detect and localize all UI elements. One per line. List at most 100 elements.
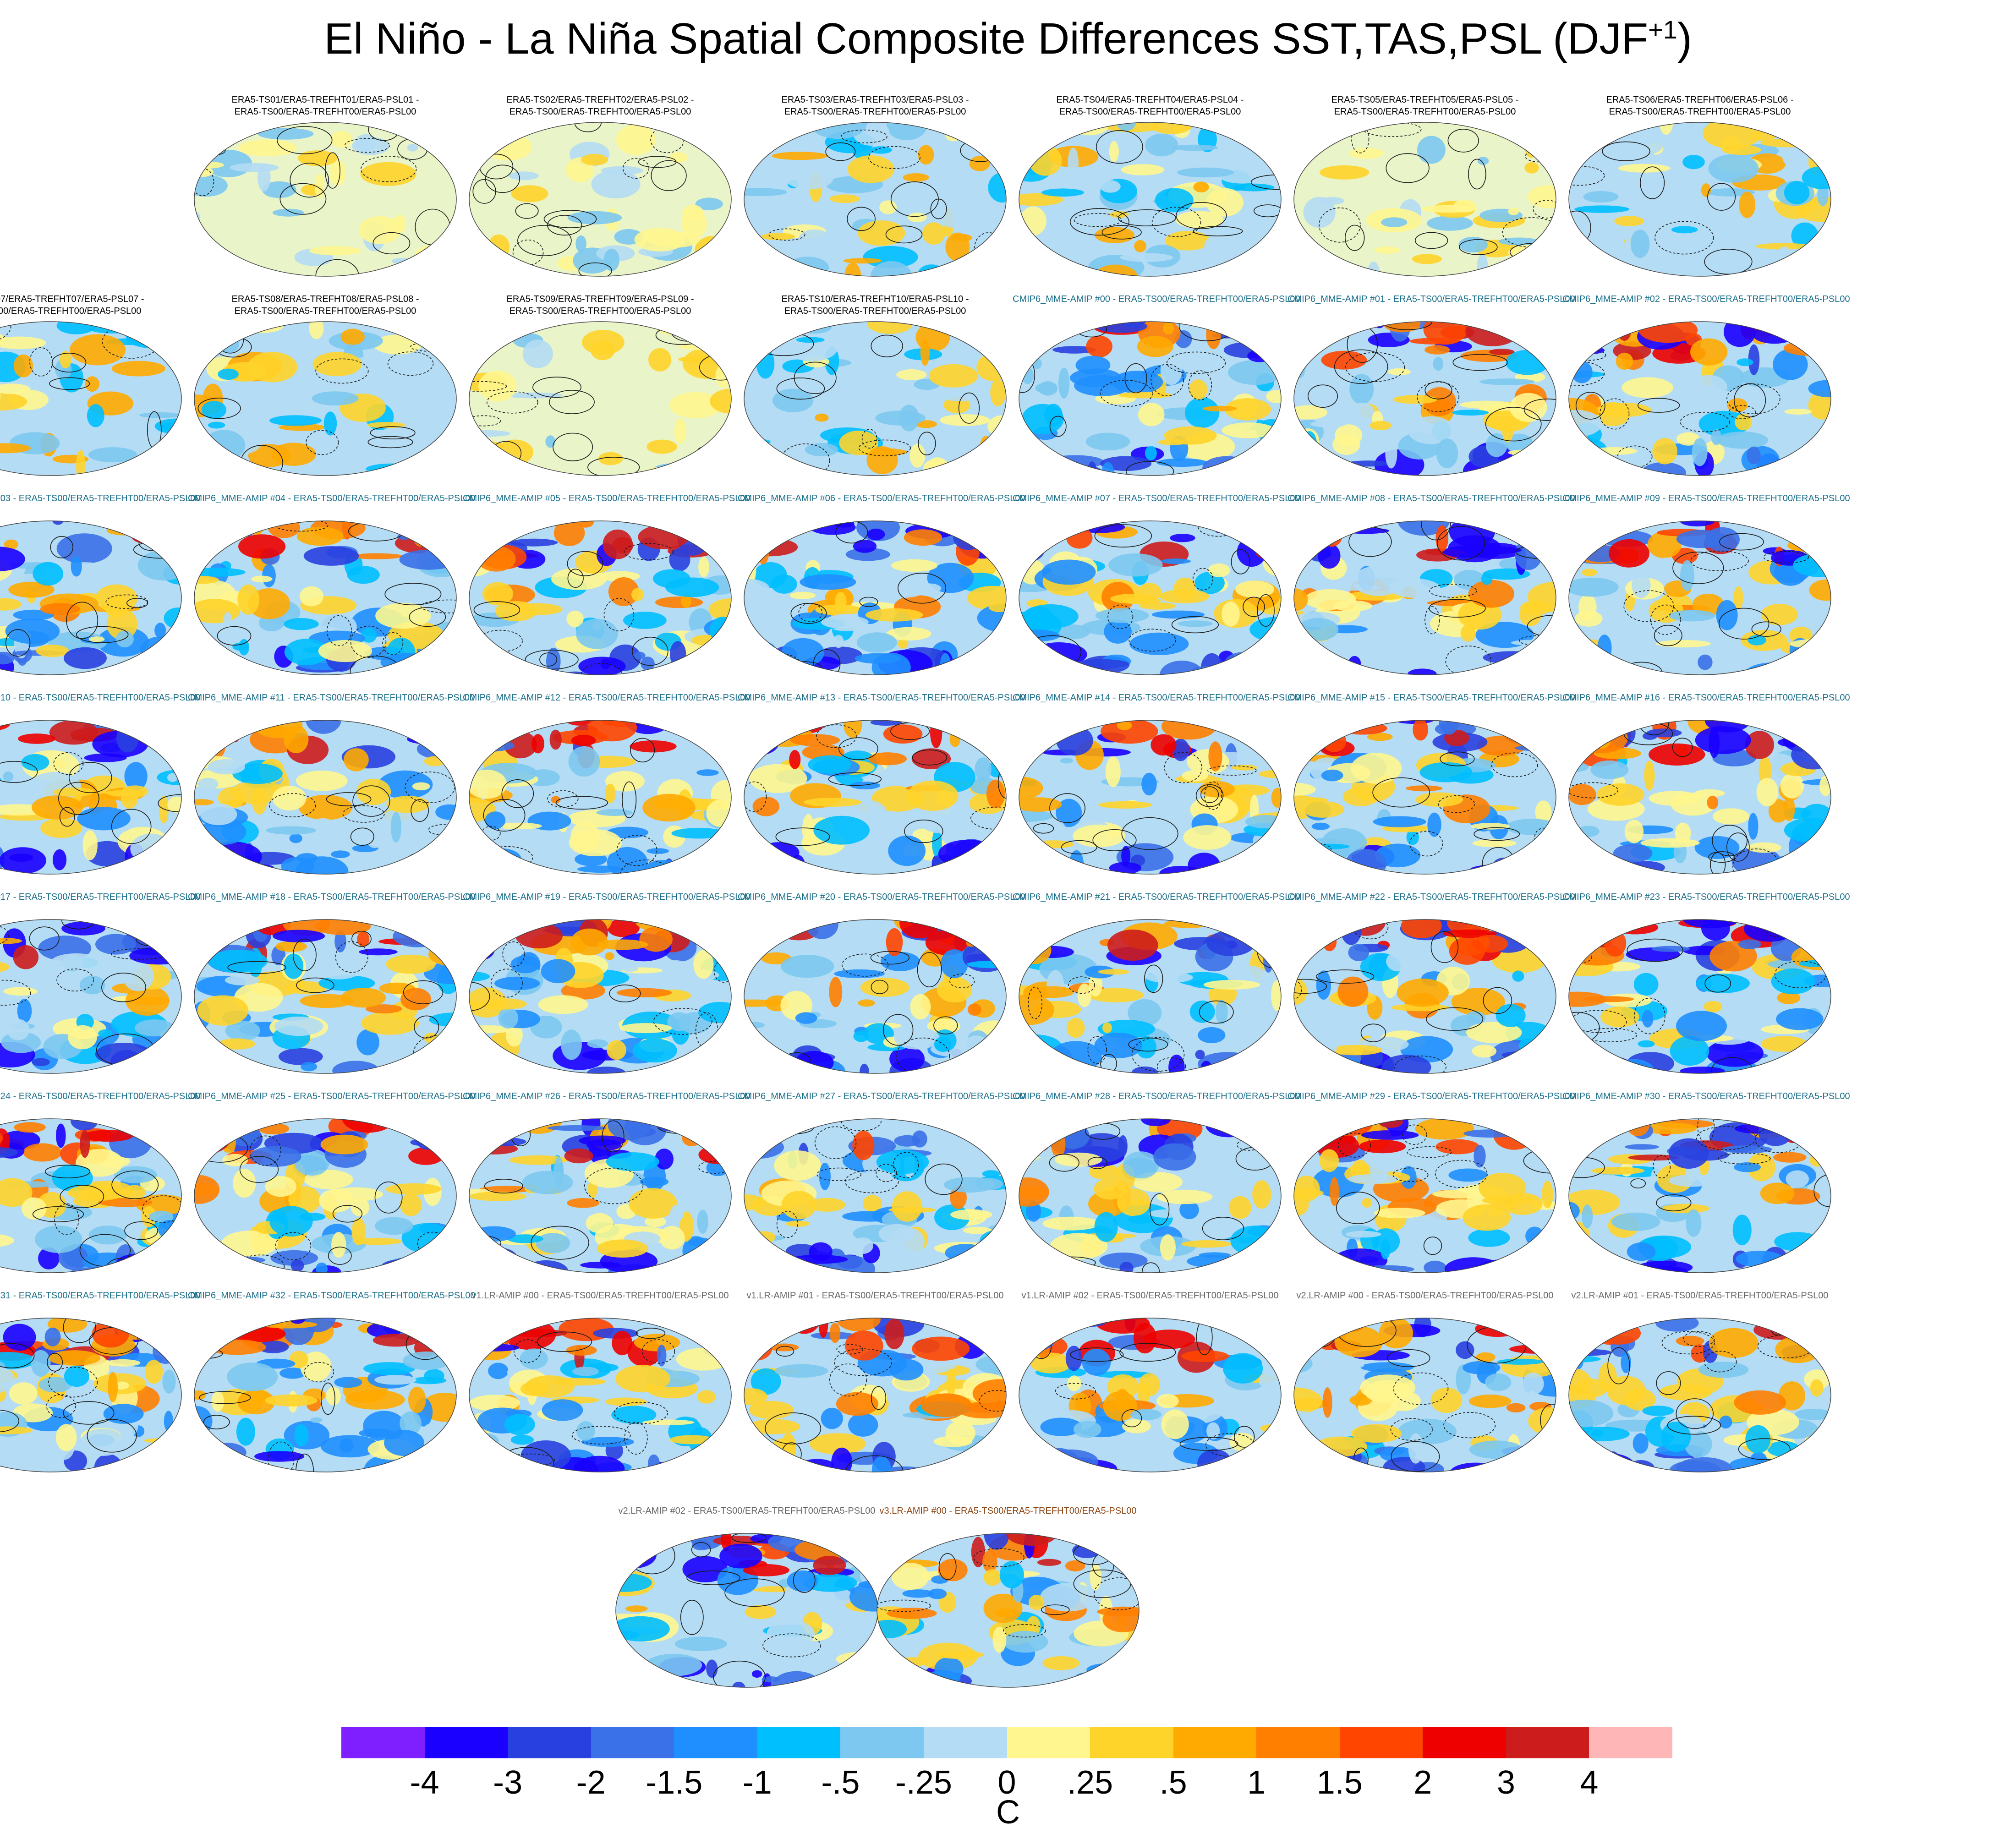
robinson-map [469, 1118, 732, 1273]
map-panel: ERA5-TS05/ERA5-TREFHT05/ERA5-PSL05 - ERA5… [1287, 94, 1562, 291]
colorbar-swatch [1589, 1727, 1672, 1758]
title-superscript: +1 [1648, 15, 1677, 44]
map-panel: CMIP6_MME-AMIP #24 - ERA5-TS00/ERA5-TREF… [0, 1090, 201, 1287]
panel-title-line1: CMIP6_MME-AMIP #13 - ERA5-TS00/ERA5-TREF… [738, 693, 1025, 703]
panel-title: ERA5-TS08/ERA5-TREFHT08/ERA5-PSL08 - ERA5… [188, 293, 463, 317]
robinson-map [1293, 1318, 1556, 1472]
map-panel: v2.LR-AMIP #00 - ERA5-TS00/ERA5-TREFHT00… [1287, 1290, 1562, 1487]
robinson-map [744, 520, 1007, 675]
panel-title-line1: ERA5-TS08/ERA5-TREFHT08/ERA5-PSL08 - [231, 294, 419, 304]
figure-title: El Niño - La Niña Spatial Composite Diff… [0, 14, 2016, 64]
panel-title-line1: CMIP6_MME-AMIP #20 - ERA5-TS00/ERA5-TREF… [738, 892, 1025, 902]
panel-title-line1: ERA5-TS10/ERA5-TREFHT10/ERA5-PSL10 - [781, 294, 969, 304]
title-text: El Niño - La Niña Spatial Composite Diff… [324, 14, 1649, 63]
panel-title-line2: ERA5-TS00/ERA5-TREFHT00/ERA5-PSL00 [784, 107, 966, 117]
robinson-map [0, 919, 182, 1074]
robinson-map [0, 1318, 182, 1472]
panel-title-line1: ERA5-TS05/ERA5-TREFHT05/ERA5-PSL05 - [1331, 95, 1519, 105]
map-panel: CMIP6_MME-AMIP #10 - ERA5-TS00/ERA5-TREF… [0, 692, 201, 889]
robinson-map [1019, 321, 1282, 476]
colorbar-tick-label: 1.5 [1316, 1764, 1363, 1801]
colorbar-tick-label: 0 [997, 1764, 1016, 1801]
map-panel: CMIP6_MME-AMIP #00 - ERA5-TS00/ERA5-TREF… [1013, 293, 1300, 490]
robinson-map [1019, 1118, 1282, 1273]
colorbar-tick-label: -2 [576, 1764, 606, 1801]
robinson-map [744, 720, 1007, 875]
colorbar-tick-label: 1 [1247, 1764, 1266, 1801]
panel-title-line2: ERA5-TS00/ERA5-TREFHT00/ERA5-PSL00 [784, 306, 966, 316]
colorbar-swatch [923, 1727, 1007, 1758]
map-panel: CMIP6_MME-AMIP #05 - ERA5-TS00/ERA5-TREF… [463, 492, 751, 689]
robinson-map [194, 1118, 457, 1273]
colorbar [341, 1727, 1672, 1758]
robinson-map [1568, 919, 1831, 1074]
robinson-map [469, 1318, 732, 1472]
robinson-map [615, 1533, 878, 1688]
map-panel: CMIP6_MME-AMIP #09 - ERA5-TS00/ERA5-TREF… [1562, 492, 1850, 689]
panel-title-line2: ERA5-TS00/ERA5-TREFHT00/ERA5-PSL00 [1609, 107, 1791, 117]
panel-title-line1: CMIP6_MME-AMIP #30 - ERA5-TS00/ERA5-TREF… [1562, 1091, 1850, 1101]
panel-title: CMIP6_MME-AMIP #25 - ERA5-TS00/ERA5-TREF… [188, 1090, 476, 1102]
panel-title-line1: CMIP6_MME-AMIP #31 - ERA5-TS00/ERA5-TREF… [0, 1291, 201, 1301]
robinson-map [1568, 720, 1831, 875]
colorbar-swatch [424, 1727, 508, 1758]
colorbar-units: C [996, 1794, 1020, 1831]
panel-title: ERA5-TS03/ERA5-TREFHT03/ERA5-PSL03 - ERA5… [738, 94, 1013, 118]
panel-title: CMIP6_MME-AMIP #13 - ERA5-TS00/ERA5-TREF… [738, 692, 1025, 704]
panel-title-line1: v2.LR-AMIP #02 - ERA5-TS00/ERA5-TREFHT00… [618, 1506, 876, 1516]
panel-title-line1: CMIP6_MME-AMIP #10 - ERA5-TS00/ERA5-TREF… [0, 693, 201, 703]
panel-title: ERA5-TS10/ERA5-TREFHT10/ERA5-PSL10 - ERA5… [738, 293, 1013, 317]
map-panel: v1.LR-AMIP #00 - ERA5-TS00/ERA5-TREFHT00… [463, 1290, 738, 1487]
colorbar-tick-label: -4 [410, 1764, 439, 1801]
panel-title: CMIP6_MME-AMIP #17 - ERA5-TS00/ERA5-TREF… [0, 891, 201, 903]
colorbar-swatch [757, 1727, 841, 1758]
robinson-map [1019, 520, 1282, 675]
map-panel: CMIP6_MME-AMIP #19 - ERA5-TS00/ERA5-TREF… [463, 891, 751, 1088]
panel-title-line2: ERA5-TS00/ERA5-TREFHT00/ERA5-PSL00 [1059, 107, 1241, 117]
robinson-map [469, 919, 732, 1074]
panel-title-line1: CMIP6_MME-AMIP #03 - ERA5-TS00/ERA5-TREF… [0, 493, 201, 503]
panel-title-line1: CMIP6_MME-AMIP #27 - ERA5-TS00/ERA5-TREF… [738, 1091, 1025, 1101]
robinson-map [194, 122, 457, 277]
panel-title: v1.LR-AMIP #02 - ERA5-TS00/ERA5-TREFHT00… [1013, 1290, 1287, 1302]
map-panel: CMIP6_MME-AMIP #12 - ERA5-TS00/ERA5-TREF… [463, 692, 751, 889]
map-panel: CMIP6_MME-AMIP #22 - ERA5-TS00/ERA5-TREF… [1287, 891, 1575, 1088]
map-panel: v1.LR-AMIP #02 - ERA5-TS00/ERA5-TREFHT00… [1013, 1290, 1287, 1487]
panel-title-line1: CMIP6_MME-AMIP #28 - ERA5-TS00/ERA5-TREF… [1013, 1091, 1300, 1101]
panel-title: ERA5-TS06/ERA5-TREFHT06/ERA5-PSL06 - ERA5… [1562, 94, 1837, 118]
colorbar-swatch [1090, 1727, 1173, 1758]
panel-title: ERA5-TS01/ERA5-TREFHT01/ERA5-PSL01 - ERA5… [188, 94, 463, 118]
robinson-map [1568, 1118, 1831, 1273]
panel-title-line2: ERA5-TS00/ERA5-TREFHT00/ERA5-PSL00 [509, 107, 691, 117]
colorbar-tick-label: 2 [1413, 1764, 1432, 1801]
panel-title: CMIP6_MME-AMIP #18 - ERA5-TS00/ERA5-TREF… [188, 891, 476, 903]
panel-title-line1: CMIP6_MME-AMIP #04 - ERA5-TS00/ERA5-TREF… [188, 493, 476, 503]
panel-title: CMIP6_MME-AMIP #00 - ERA5-TS00/ERA5-TREF… [1013, 293, 1300, 305]
panel-title-line1: ERA5-TS02/ERA5-TREFHT02/ERA5-PSL02 - [506, 95, 694, 105]
panel-title-line1: v2.LR-AMIP #01 - ERA5-TS00/ERA5-TREFHT00… [1571, 1291, 1829, 1301]
map-panel: v3.LR-AMIP #00 - ERA5-TS00/ERA5-TREFHT00… [871, 1505, 1145, 1702]
robinson-map [194, 919, 457, 1074]
panel-title-line1: CMIP6_MME-AMIP #22 - ERA5-TS00/ERA5-TREF… [1287, 892, 1575, 902]
robinson-map [744, 919, 1007, 1074]
colorbar-swatch [1256, 1727, 1340, 1758]
map-panel: ERA5-TS09/ERA5-TREFHT09/ERA5-PSL09 - ERA5… [463, 293, 738, 490]
robinson-map [194, 520, 457, 675]
robinson-map [1568, 1318, 1831, 1472]
colorbar-swatch [1506, 1727, 1589, 1758]
panel-title-line1: CMIP6_MME-AMIP #24 - ERA5-TS00/ERA5-TREF… [0, 1091, 201, 1101]
colorbar-tick-label: .25 [1067, 1764, 1113, 1801]
map-panel: CMIP6_MME-AMIP #06 - ERA5-TS00/ERA5-TREF… [738, 492, 1025, 689]
map-panel: v2.LR-AMIP #02 - ERA5-TS00/ERA5-TREFHT00… [609, 1505, 884, 1702]
panel-title: CMIP6_MME-AMIP #08 - ERA5-TS00/ERA5-TREF… [1287, 492, 1575, 504]
map-panel: CMIP6_MME-AMIP #30 - ERA5-TS00/ERA5-TREF… [1562, 1090, 1850, 1287]
panel-title: CMIP6_MME-AMIP #03 - ERA5-TS00/ERA5-TREF… [0, 492, 201, 504]
robinson-map [0, 1118, 182, 1273]
robinson-map [1019, 720, 1282, 875]
panel-title-line1: CMIP6_MME-AMIP #14 - ERA5-TS00/ERA5-TREF… [1013, 693, 1300, 703]
map-panel: CMIP6_MME-AMIP #29 - ERA5-TS00/ERA5-TREF… [1287, 1090, 1575, 1287]
panel-title: CMIP6_MME-AMIP #32 - ERA5-TS00/ERA5-TREF… [188, 1290, 476, 1302]
map-panel: CMIP6_MME-AMIP #16 - ERA5-TS00/ERA5-TREF… [1562, 692, 1850, 889]
panel-title: CMIP6_MME-AMIP #06 - ERA5-TS00/ERA5-TREF… [738, 492, 1025, 504]
map-panel: CMIP6_MME-AMIP #27 - ERA5-TS00/ERA5-TREF… [738, 1090, 1025, 1287]
